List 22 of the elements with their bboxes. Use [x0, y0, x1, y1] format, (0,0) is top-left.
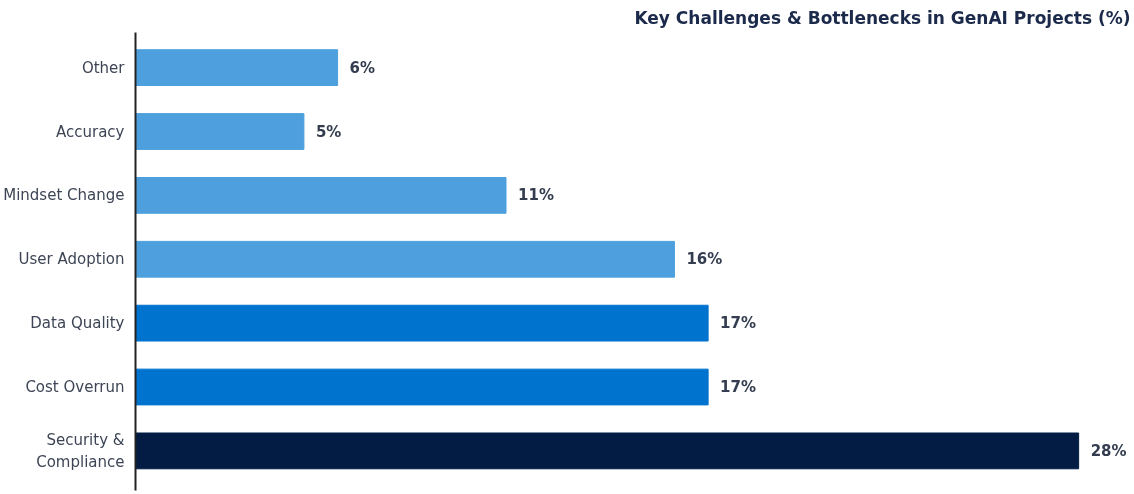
y-tick-label: Data Quality [30, 314, 125, 333]
bar [135, 304, 709, 342]
data-label: 5% [315, 122, 342, 141]
data-label: 17% [720, 314, 757, 333]
y-tick-label: Other [81, 58, 126, 77]
bar [135, 368, 709, 406]
y-tick-label: Security & Compliance [36, 431, 125, 471]
y-tick-label: Cost Overrun [25, 378, 125, 397]
bar [135, 49, 339, 87]
data-label: 28% [1090, 441, 1127, 460]
bar [135, 240, 675, 278]
bar [135, 177, 507, 214]
y-tick-label: User Adoption [18, 250, 125, 269]
y-tick-label: Accuracy [56, 122, 125, 141]
bar [135, 113, 305, 150]
data-label: 11% [518, 186, 554, 205]
bar [135, 432, 1080, 470]
y-tick-label: Mindset Change [3, 186, 125, 205]
data-label: 6% [349, 58, 376, 77]
chart-title: Key Challenges & Bottlenecks in GenAI Projects (%) [634, 7, 1131, 28]
data-label: 16% [686, 250, 723, 269]
data-label: 17% [720, 378, 757, 397]
